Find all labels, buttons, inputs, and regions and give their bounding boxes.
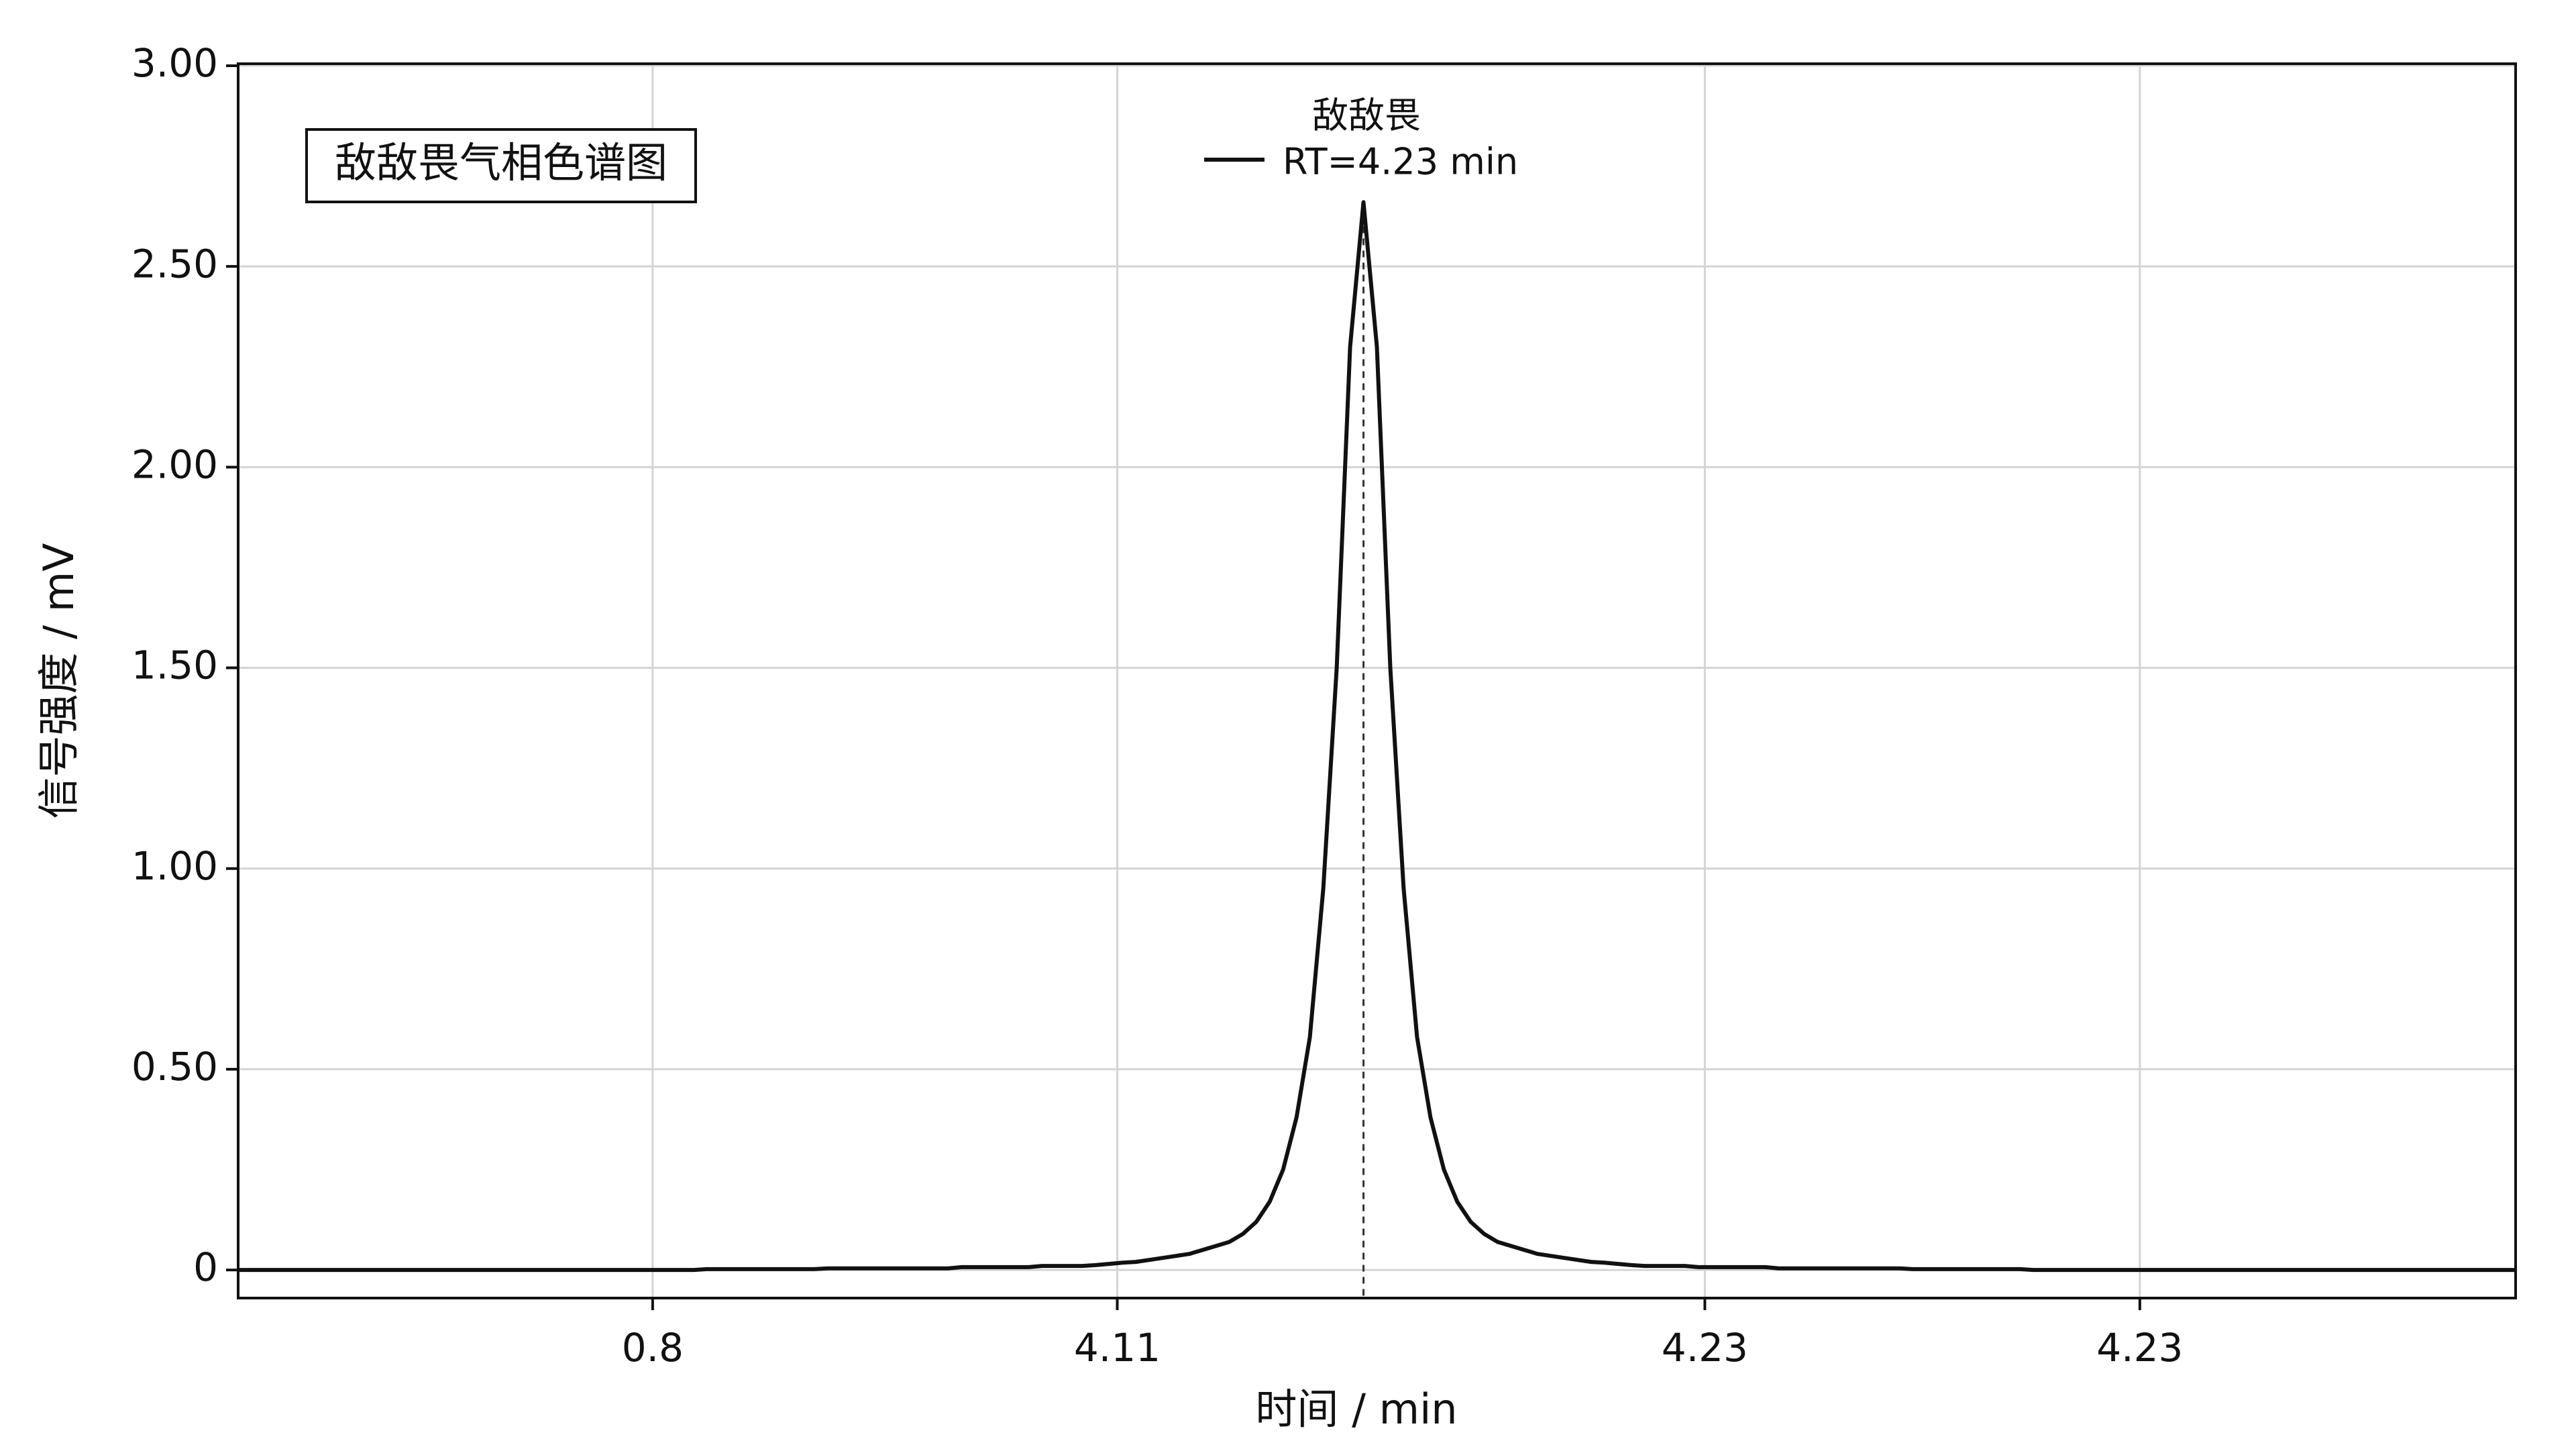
plot-area	[238, 200, 2516, 1298]
y-tick-label: 1.50	[131, 643, 218, 688]
x-tick-label: 4.23	[2096, 1325, 2183, 1371]
y-axis-title: 信号强度 / mV	[34, 543, 83, 818]
y-tick-label: 0.50	[131, 1044, 218, 1089]
plot-frame	[237, 62, 2517, 1299]
x-tick-label: 0.8	[622, 1325, 684, 1371]
x-axis-title: 时间 / min	[1255, 1385, 1457, 1434]
x-tick-label: 4.11	[1074, 1325, 1161, 1371]
legend-title: 敌敌畏	[1312, 95, 1421, 137]
grid	[238, 64, 2516, 1298]
chromatogram-line	[238, 200, 2516, 1273]
y-tick-label: 3.00	[131, 40, 218, 86]
y-tick-label: 1.00	[131, 843, 218, 889]
y-tick-label: 0	[193, 1244, 218, 1290]
x-tick-label: 4.23	[1662, 1325, 1748, 1371]
title-box	[305, 128, 697, 203]
chart-title: 敌敌畏气相色谱图	[335, 138, 667, 187]
legend-label: RT=4.23 min	[1283, 141, 1518, 183]
y-tick-label: 2.00	[131, 441, 218, 487]
y-tick-label: 2.50	[131, 241, 218, 286]
